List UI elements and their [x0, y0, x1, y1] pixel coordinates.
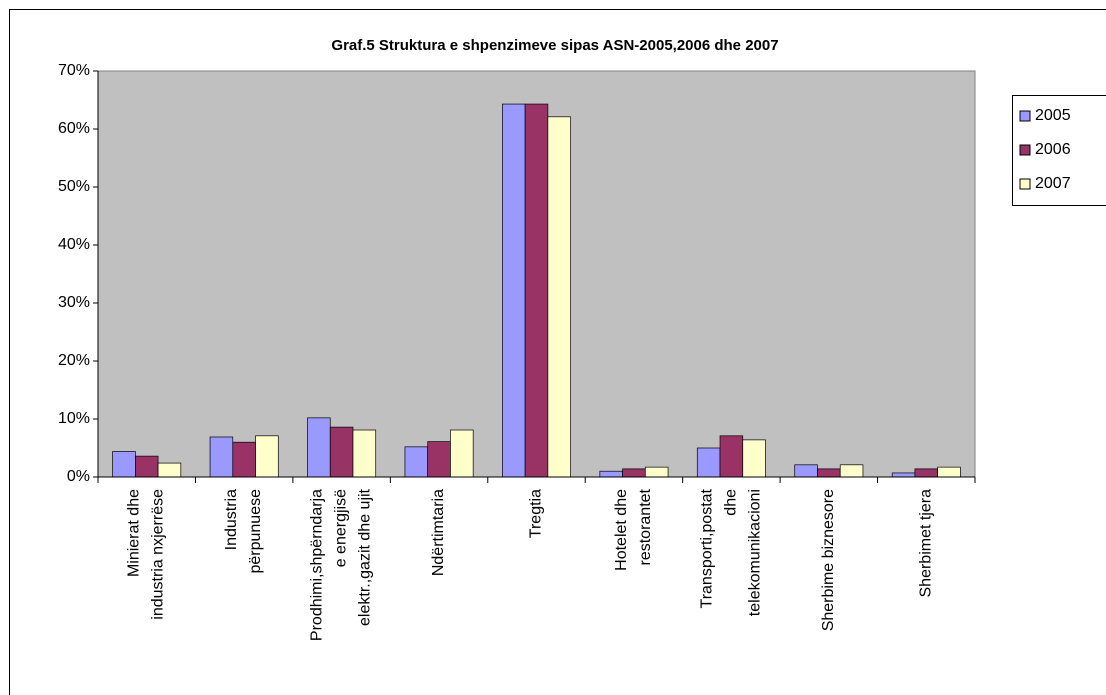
legend-label: 2006 — [1035, 141, 1071, 158]
bar — [255, 435, 279, 478]
bar — [232, 441, 256, 478]
x-tick-label: Hotelet dhe restorantet — [613, 488, 654, 570]
bar — [135, 455, 159, 478]
bar — [599, 470, 623, 478]
y-tick-label: 60% — [58, 120, 90, 137]
bar — [794, 464, 818, 478]
legend: 2005 2006 2007 — [1012, 95, 1106, 206]
x-tick-label: Sherbimet tjera — [917, 489, 934, 598]
chart-title: Graf.5 Struktura e shpenzimeve sipas ASN… — [331, 37, 778, 54]
bar — [914, 468, 938, 478]
bar — [427, 441, 451, 478]
bar — [547, 116, 571, 478]
bar — [307, 417, 331, 478]
legend-swatch — [1019, 178, 1031, 190]
bar — [112, 451, 136, 478]
y-tick-label: 10% — [58, 410, 90, 427]
x-tick-label: Prodhimi,shpërndarja e energjisë elektr.,g… — [309, 488, 374, 641]
x-tick-label: Transporti,postat dhe telekomunikacioni — [699, 488, 764, 616]
bar — [502, 103, 526, 478]
bar — [352, 429, 377, 478]
y-tick-label: 70% — [58, 62, 90, 79]
bar — [329, 426, 354, 478]
y-tick-label: 40% — [58, 236, 90, 253]
x-tick-label: Sherbime biznesore — [820, 489, 837, 631]
bar — [644, 466, 669, 478]
bar — [696, 447, 721, 478]
y-tick-label: 30% — [58, 294, 90, 311]
bar — [891, 472, 916, 478]
x-tick-label: Minierat dhe industria nxjerrëse — [126, 489, 167, 620]
legend-swatch — [1019, 144, 1031, 156]
x-tick-label: Ndërtimtaria — [430, 489, 447, 576]
bar — [937, 466, 961, 478]
y-tick-label: 50% — [58, 178, 90, 195]
bar — [817, 468, 841, 478]
bar — [839, 464, 864, 478]
y-tick-label: 20% — [58, 352, 90, 369]
y-tick-label: 0% — [67, 468, 90, 485]
bar — [450, 429, 474, 478]
bar — [524, 103, 549, 478]
bar — [209, 436, 234, 478]
x-tick-label: Industria përpunuese — [223, 489, 264, 574]
legend-label: 2005 — [1035, 107, 1071, 124]
legend-label: 2007 — [1035, 175, 1071, 192]
bar — [404, 446, 429, 478]
bar — [157, 462, 182, 478]
legend-swatch — [1019, 110, 1031, 122]
bar — [622, 468, 646, 478]
bar — [742, 439, 766, 478]
bar — [719, 435, 744, 478]
x-tick-label: Tregtia — [528, 489, 545, 538]
